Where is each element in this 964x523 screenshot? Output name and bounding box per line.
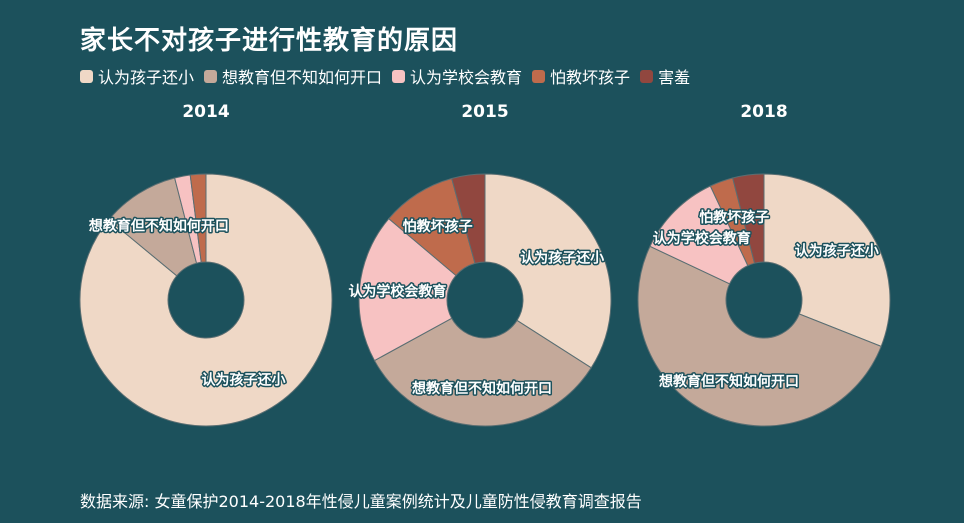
slice-label: 认为学校会教育 <box>348 283 446 300</box>
slice-label: 认为学校会教育 <box>653 230 751 247</box>
donut-slice[interactable] <box>79 173 333 427</box>
slice-label: 认为孩子还小 <box>520 250 604 267</box>
slice-label: 怕教坏孩子 <box>699 209 769 226</box>
legend-label: 认为学校会教育 <box>410 68 523 87</box>
year-label: 2014 <box>182 102 229 122</box>
slice-label: 想教育但不知如何开口 <box>658 373 799 390</box>
slice-label: 认为孩子还小 <box>201 372 285 389</box>
legend-item[interactable]: 害羞 <box>640 64 690 88</box>
legend-label: 认为孩子还小 <box>98 68 195 87</box>
donut-slice[interactable] <box>358 217 457 362</box>
legend-swatch <box>640 69 654 83</box>
year-label: 2015 <box>461 102 508 122</box>
donut-slice[interactable] <box>189 173 207 263</box>
legend-label: 怕教坏孩子 <box>550 68 631 87</box>
slice-label: 认为孩子还小 <box>795 243 879 260</box>
year-label: 2018 <box>740 102 787 122</box>
legend-item[interactable]: 想教育但不知如何开口 <box>204 64 382 88</box>
data-source-note: 数据来源: 女童保护2014-2018年性侵儿童案例统计及儿童防性侵教育调查报告 <box>80 492 642 511</box>
slice-label: 想教育但不知如何开口 <box>411 380 552 397</box>
legend-swatch <box>204 69 218 83</box>
legend-swatch <box>532 69 546 83</box>
donut-slice[interactable] <box>637 245 882 427</box>
chart-title: 家长不对孩子进行性教育的原因 <box>80 26 459 56</box>
legend-swatch <box>80 69 93 83</box>
legend-label: 害羞 <box>658 68 691 87</box>
legend-item[interactable]: 认为学校会教育 <box>392 64 522 88</box>
slice-label: 想教育但不知如何开口 <box>88 218 229 235</box>
donut-slice[interactable] <box>451 173 486 264</box>
legend-label: 想教育但不知如何开口 <box>222 68 383 87</box>
donut-slice[interactable] <box>763 173 891 348</box>
donut-slice[interactable] <box>373 317 592 427</box>
legend-swatch <box>392 69 406 83</box>
legend-item[interactable]: 怕教坏孩子 <box>532 64 630 88</box>
slice-label: 怕教坏孩子 <box>403 218 473 235</box>
donut-slice[interactable] <box>484 173 612 369</box>
legend-item[interactable]: 认为孩子还小 <box>80 64 194 88</box>
donut-slice[interactable] <box>732 173 765 264</box>
chart-legend: 认为孩子还小 想教育但不知如何开口 认为学校会教育 怕教坏孩子 害羞 <box>80 64 700 88</box>
